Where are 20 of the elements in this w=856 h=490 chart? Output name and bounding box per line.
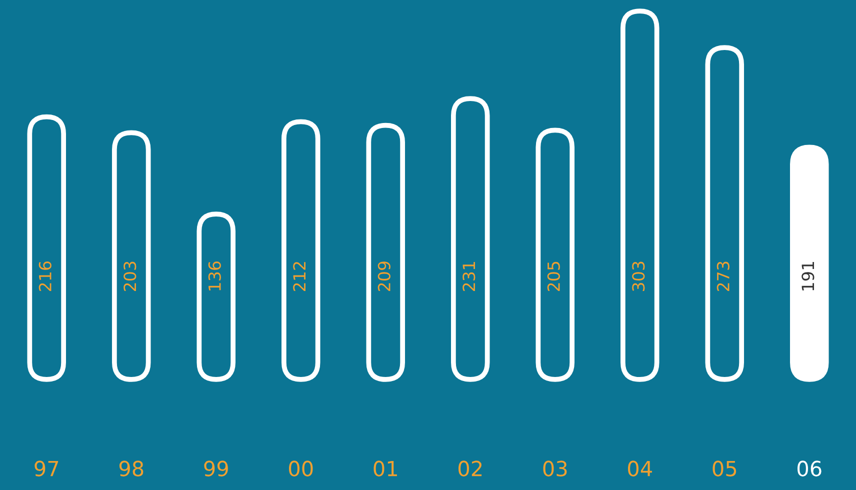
data-label: 136 xyxy=(208,261,221,290)
x-tick-label: 05 xyxy=(712,460,736,476)
x-tick-label: 04 xyxy=(628,460,652,476)
data-label: 205 xyxy=(547,262,560,291)
data-label: 209 xyxy=(378,262,390,291)
data-label: 273 xyxy=(716,262,730,291)
data-label: 216 xyxy=(38,261,52,291)
data-label: 191 xyxy=(802,262,814,290)
x-tick-label: 02 xyxy=(458,460,482,476)
x-tick-label: 03 xyxy=(543,460,567,476)
data-label: 303 xyxy=(632,262,645,291)
data-label: 212 xyxy=(293,262,306,291)
x-tick-label: 00 xyxy=(288,460,313,476)
x-tick-label: 98 xyxy=(119,460,144,476)
data-label: 231 xyxy=(462,262,476,291)
x-tick-label: 06 xyxy=(798,460,822,476)
x-tick-label: 97 xyxy=(34,460,58,476)
data-label: 203 xyxy=(124,262,136,291)
x-tick-label: 01 xyxy=(374,460,397,476)
x-tick-label: 99 xyxy=(204,460,228,476)
